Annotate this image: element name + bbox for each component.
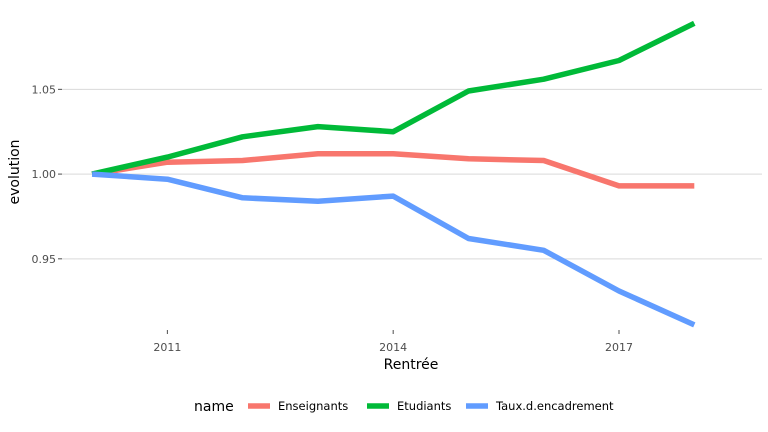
series-line-taux-d-encadrement (91, 171, 696, 328)
x-tick-label: 2011 (153, 341, 181, 354)
legend-label-enseignants: Enseignants (278, 399, 348, 413)
series-line-etudiants (91, 20, 696, 177)
y-tick-label: 0.95 (32, 253, 57, 266)
y-tick-label: 1.00 (32, 168, 57, 181)
legend-title: name (194, 399, 234, 415)
gridlines (62, 88, 762, 260)
legend-label-taux-d-encadrement: Taux.d.encadrement (495, 399, 614, 413)
legend: name Enseignants Etudiants Taux.d.encadrem… (194, 399, 614, 415)
y-axis-ticks: 0.95 1.00 1.05 (32, 83, 62, 266)
x-axis-title: Rentrée (384, 357, 439, 373)
y-axis-title: evolution (7, 139, 23, 204)
y-tick-label: 1.05 (32, 83, 57, 96)
x-tick-label: 2014 (379, 341, 407, 354)
series-lines (91, 20, 696, 328)
x-axis-ticks: 2011 2014 2017 (153, 330, 633, 354)
legend-label-etudiants: Etudiants (397, 399, 451, 413)
x-tick-label: 2017 (605, 341, 633, 354)
series-line-enseignants (91, 150, 695, 189)
